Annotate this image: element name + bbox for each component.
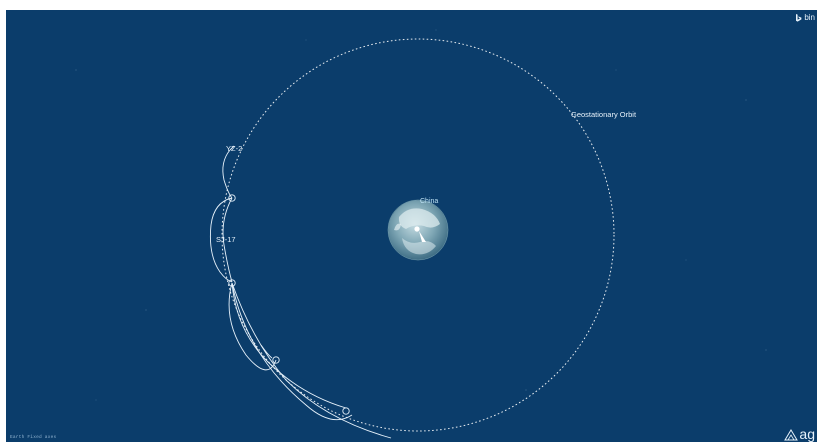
3d-viewport[interactable]: Geostationary Orbit YZ-2 SJ-17 China bin… bbox=[6, 10, 817, 442]
agi-triangle-icon bbox=[784, 429, 799, 441]
ground-station-marker[interactable] bbox=[414, 226, 426, 242]
satellite-label-sj-17[interactable]: SJ-17 bbox=[216, 235, 236, 244]
geostationary-orbit-label: Geostationary Orbit bbox=[571, 110, 637, 119]
agi-text: ag bbox=[799, 426, 815, 442]
bing-icon bbox=[796, 13, 802, 22]
agi-logo: ag bbox=[784, 427, 815, 441]
scene-canvas[interactable] bbox=[6, 10, 817, 442]
bing-attribution: bin bbox=[795, 13, 815, 22]
geostationary-orbit-ring bbox=[221, 38, 615, 432]
satellite-label-yz-2[interactable]: YZ-2 bbox=[226, 144, 243, 153]
region-label-china: China bbox=[420, 198, 439, 205]
reference-frame-label: Earth Fixed axes bbox=[10, 435, 57, 440]
yz-2-trajectory[interactable] bbox=[209, 145, 236, 283]
star-field bbox=[75, 29, 767, 401]
bing-text: bin bbox=[804, 13, 815, 22]
sj-17-trajectory[interactable] bbox=[228, 279, 392, 439]
earth-globe[interactable] bbox=[387, 199, 449, 261]
